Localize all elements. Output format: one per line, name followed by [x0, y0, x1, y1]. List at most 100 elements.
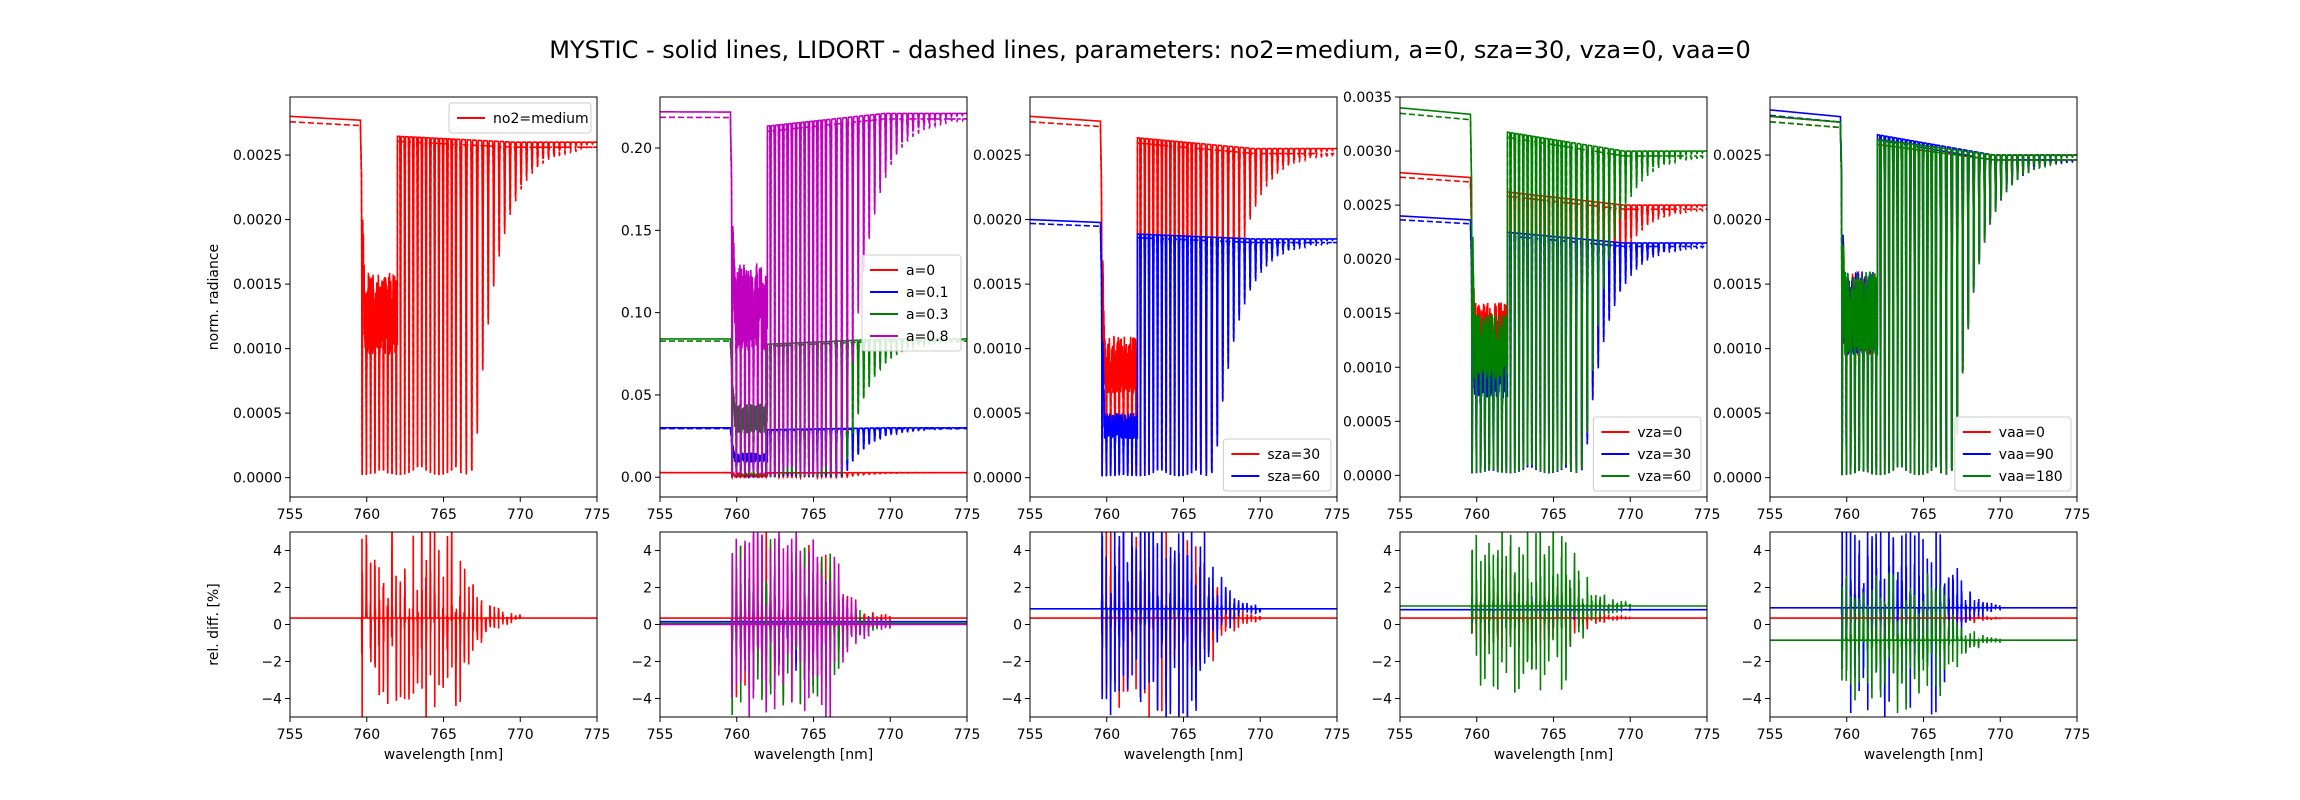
plot-area-diff-albedo [660, 532, 967, 717]
x-tick-label: 770 [1987, 507, 2014, 523]
y-tick-label: 0.0005 [1343, 414, 1392, 430]
series-dashed-line-vaa=180 [1770, 120, 2077, 476]
legend: sza=30 sza=60 [1222, 438, 1332, 492]
x-tick-label: 775 [1694, 727, 1721, 743]
y-tick-label: 0.0035 [1343, 90, 1392, 106]
legend-box [1954, 416, 2072, 492]
x-tick-label: 775 [1324, 727, 1351, 743]
y-tick-label: 2 [643, 581, 652, 597]
legend: vaa=0 vaa=90 vaa=180 [1954, 416, 2072, 492]
subplot-diff-vaa: 755 760 765 770 775 −4 −2 0 2 4 wavelength [nm] [1741, 531, 2090, 763]
y-tick-label: 0.0010 [1713, 342, 1762, 358]
x-tick-label: 755 [277, 727, 304, 743]
series-line-a=0.8 [660, 532, 967, 717]
y-tick-label: −2 [631, 655, 652, 671]
y-tick-label: 0.0000 [973, 471, 1022, 487]
y-tick-label: −4 [1001, 692, 1022, 708]
subplot-diff-no2: 755 760 765 770 775 −4 −2 0 2 4 wavelength [nm] rel… [206, 531, 610, 763]
x-tick-label: 765 [430, 727, 457, 743]
plot-area-rad-no2 [290, 115, 597, 476]
x-tick-label: 765 [1170, 507, 1197, 523]
legend-box [448, 102, 592, 134]
subplot-rad-sza: 755 760 765 770 775 0.0000 0.0005 0.0010 0.0015 0… [973, 96, 1351, 523]
x-axis-label: wavelength [nm] [1864, 747, 1983, 763]
legend: a=0 a=0.1 a=0.3 a=0.8 [861, 254, 962, 352]
x-tick-label: 765 [1910, 727, 1937, 743]
legend: no2=medium [448, 102, 592, 134]
legend-box [861, 254, 962, 352]
x-tick-label: 760 [723, 507, 750, 523]
y-tick-label: 4 [1753, 544, 1762, 560]
x-axis-label: wavelength [nm] [1124, 747, 1243, 763]
y-tick-label: −4 [261, 692, 282, 708]
subplot-rad-albedo: 755 760 765 770 7750.000.050.100.150.20a=0a=… [621, 96, 981, 523]
legend-entry: a=0.1 [906, 285, 949, 301]
subplot-rad-vaa: 755 760 765 770 775 0.0000 0.0005 0.0010 0.0015 0… [1713, 96, 2090, 523]
x-tick-label: 770 [1247, 727, 1274, 743]
y-tick-label: 2 [273, 581, 282, 597]
y-tick-label: 0.0020 [1713, 213, 1762, 229]
y-tick-label: 0.0030 [1343, 144, 1392, 160]
y-tick-label: −2 [261, 655, 282, 671]
subplot-rad-vza: 755 760 765 770 775 0.0000 0.0005 0.0010 0.0015 0… [1343, 90, 1720, 523]
subplot-grid: 755 760 765 770 7750.00000.00050.00100.00150… [206, 90, 2090, 763]
legend-entry: vza=30 [1637, 447, 1691, 463]
legend-box [1222, 438, 1332, 492]
x-tick-label: 755 [1017, 507, 1044, 523]
legend-box [1592, 416, 1702, 492]
legend: vza=0 vza=30 vza=60 [1592, 416, 1702, 492]
x-tick-label: 755 [1017, 727, 1044, 743]
y-axis-label: norm. radiance [206, 244, 222, 350]
legend-entry: sza=30 [1267, 447, 1320, 463]
x-tick-label: 770 [877, 727, 904, 743]
x-tick-label: 765 [1540, 727, 1567, 743]
x-tick-label: 765 [1910, 507, 1937, 523]
legend-entry: a=0 [906, 263, 935, 279]
y-tick-label: 4 [1383, 544, 1392, 560]
x-tick-label: 775 [954, 507, 981, 523]
x-tick-label: 755 [1757, 727, 1784, 743]
y-tick-label: 0.20 [621, 141, 652, 157]
subplot-diff-vza: 755 760 765 770 775 −4 −2 0 2 4 wavelength [nm] [1371, 531, 1721, 763]
series-dashed-line-a=0.8 [660, 116, 967, 476]
x-tick-label: 775 [584, 507, 611, 523]
legend-entry: vza=0 [1637, 425, 1682, 441]
x-tick-label: 775 [1324, 507, 1351, 523]
y-tick-label: −4 [1741, 692, 1762, 708]
plot-area-diff-no2 [290, 532, 597, 717]
x-tick-label: 770 [877, 507, 904, 523]
x-tick-label: 770 [1617, 727, 1644, 743]
y-tick-label: 0.0010 [973, 342, 1022, 358]
x-tick-label: 760 [353, 727, 380, 743]
series-line-sza=60 [1030, 532, 1337, 717]
y-tick-label: −2 [1001, 655, 1022, 671]
x-tick-label: 760 [1463, 507, 1490, 523]
legend-entry: a=0.8 [906, 329, 949, 345]
y-tick-label: 0.0015 [1713, 277, 1762, 293]
y-tick-label: −2 [1371, 655, 1392, 671]
y-tick-label: 0 [643, 618, 652, 634]
series-line-vaa=180 [1770, 572, 2077, 714]
y-tick-label: 4 [1013, 544, 1022, 560]
series-dashed-line-no2=medium [290, 120, 597, 476]
x-tick-label: 775 [1694, 507, 1721, 523]
x-tick-label: 765 [800, 507, 827, 523]
y-tick-label: 0.0020 [973, 213, 1022, 229]
x-tick-label: 760 [1833, 507, 1860, 523]
y-tick-label: 0 [1383, 618, 1392, 634]
x-tick-label: 755 [1387, 727, 1414, 743]
y-tick-label: 0.00 [621, 470, 652, 486]
x-tick-label: 760 [353, 507, 380, 523]
legend-entry: vza=60 [1637, 469, 1691, 485]
plot-area-rad-vza [1400, 107, 1707, 474]
y-tick-label: 0.0015 [233, 277, 282, 293]
x-tick-label: 770 [1987, 727, 2014, 743]
y-tick-label: 0.0025 [973, 148, 1022, 164]
x-tick-label: 755 [1387, 507, 1414, 523]
x-tick-label: 755 [277, 507, 304, 523]
x-axis-label: wavelength [nm] [1494, 747, 1613, 763]
plot-area-rad-vaa [1770, 109, 2077, 476]
y-tick-label: −2 [1741, 655, 1762, 671]
y-tick-label: 2 [1753, 581, 1762, 597]
y-tick-label: 0.0025 [1713, 148, 1762, 164]
